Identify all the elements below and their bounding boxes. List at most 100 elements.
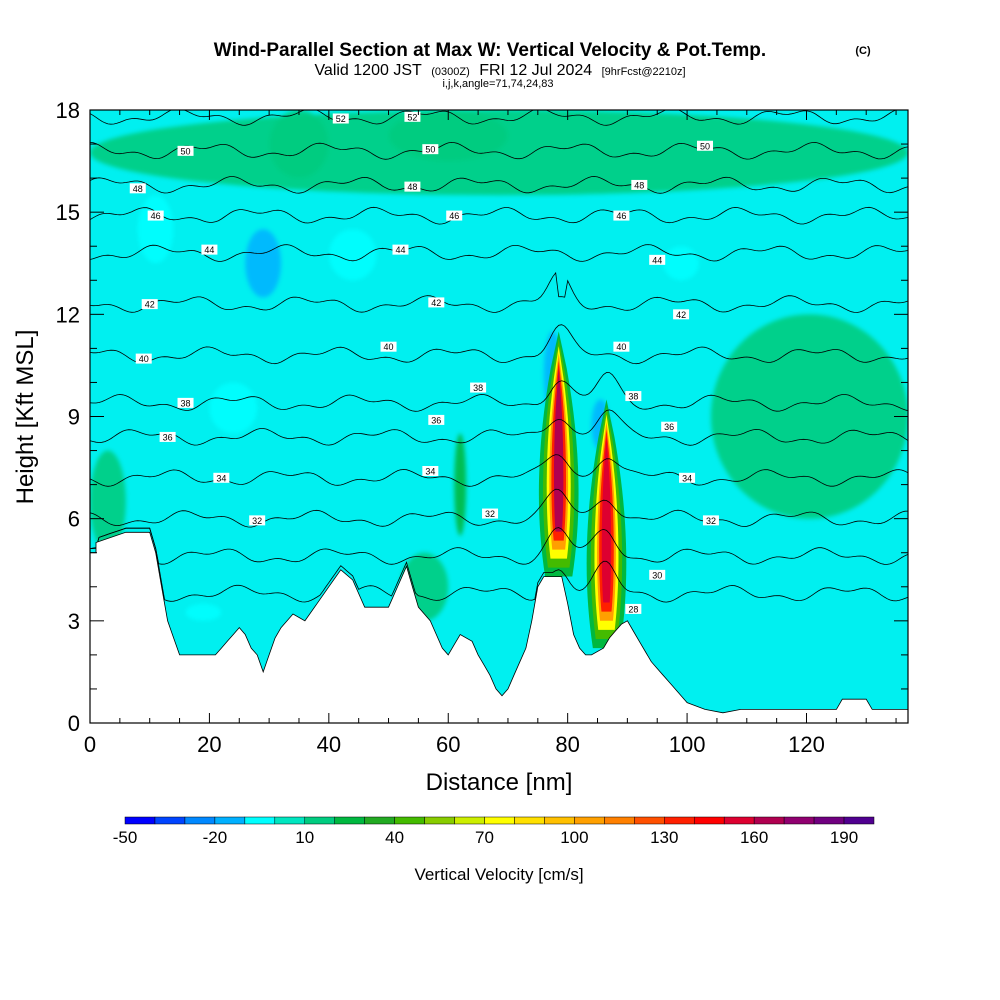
- contour-label-extra-3-text: 48: [407, 182, 417, 192]
- contour-label-extra-13-text: 38: [473, 383, 483, 393]
- upward-region-0: [90, 450, 126, 553]
- colorbar-swatch-11: [454, 816, 485, 825]
- contour-label-42-text: 42: [145, 300, 155, 310]
- y-tick-label-15: 15: [56, 200, 80, 225]
- colorbar-swatch-10: [424, 816, 455, 825]
- colorbar-swatch-0: [124, 816, 156, 825]
- colorbar-swatch-6: [304, 816, 335, 825]
- contour-label-extra-5: 46: [446, 210, 463, 221]
- theta-contour-46: [90, 206, 908, 225]
- x-tick-label-120: 120: [788, 732, 825, 757]
- title-block: Wind-Parallel Section at Max W: Vertical…: [214, 40, 871, 90]
- contour-label-50-text: 50: [181, 146, 191, 156]
- chart-title-tag: (C): [855, 45, 871, 57]
- upward-region-3: [710, 314, 908, 519]
- colorbar-label-1: -20: [203, 828, 228, 847]
- contour-label-extra-20-text: 32: [706, 516, 716, 526]
- contour-label-28: 28: [625, 603, 642, 614]
- contour-label-44-text: 44: [204, 245, 214, 255]
- contour-label-extra-11: 40: [380, 341, 397, 352]
- contour-label-extra-16-text: 36: [664, 422, 674, 432]
- colorbar-label-3: 40: [385, 828, 404, 847]
- colorbar-swatch-15: [574, 816, 605, 825]
- contour-label-extra-16: 36: [661, 421, 678, 432]
- colorbar-label-2: 10: [295, 828, 314, 847]
- theta-contour-48: [90, 176, 908, 194]
- contour-label-extra-10-text: 42: [676, 310, 686, 320]
- theta-contour-30: [90, 527, 908, 565]
- contour-label-48: 48: [129, 183, 146, 194]
- contour-label-extra-15-text: 36: [431, 415, 441, 425]
- contour-label-42: 42: [141, 299, 158, 310]
- grid-indices: i,j,k,angle=71,74,24,83: [442, 78, 553, 90]
- downdraft-region-2: [137, 195, 174, 264]
- contour-label-38: 38: [177, 397, 194, 408]
- contour-label-extra-17-text: 34: [425, 466, 435, 476]
- upward-region-4: [454, 433, 467, 536]
- contour-label-48-text: 48: [133, 184, 143, 194]
- contour-label-extra-2: 50: [696, 140, 713, 151]
- colorbar-swatch-22: [783, 816, 815, 825]
- x-axis-label: Distance [nm]: [426, 769, 573, 796]
- colorbar-tick-labels: -50 -20 10 40 70 100 130 160 190: [113, 828, 859, 847]
- contour-label-extra-11-text: 40: [384, 342, 394, 352]
- x-tick-label-60: 60: [436, 732, 460, 757]
- forecast-tag: [9hrFcst@2210z]: [602, 66, 686, 78]
- colorbar-title: Vertical Velocity [cm/s]: [414, 865, 583, 884]
- theta-contour-52: [90, 110, 908, 126]
- x-tick-label-100: 100: [669, 732, 706, 757]
- downdraft-region-0: [245, 229, 282, 298]
- colorbar-swatch-21: [753, 816, 785, 825]
- contour-label-extra-9: 42: [428, 297, 445, 308]
- x-tick-label-40: 40: [317, 732, 341, 757]
- theta-contour-40: [90, 324, 908, 365]
- contour-label-36: 36: [159, 431, 176, 442]
- contour-label-30-text: 30: [652, 570, 662, 580]
- contour-label-40: 40: [135, 353, 152, 364]
- colorbar-swatch-24: [843, 816, 875, 825]
- theta-contour-labels: 28 30 32 34 36 38 40 42 44 46 48 50 52 52 50 50 48 48 46 46…: [129, 111, 719, 614]
- contour-label-34-text: 34: [216, 473, 226, 483]
- contour-label-extra-18-text: 34: [682, 473, 692, 483]
- y-tick-label-0: 0: [68, 711, 80, 736]
- contour-label-44: 44: [201, 244, 218, 255]
- colorbar-swatch-12: [484, 816, 515, 825]
- colorbar-label-8: 190: [830, 828, 858, 847]
- valid-prefix: Valid 1200 JST: [314, 62, 422, 79]
- contour-label-50: 50: [177, 145, 194, 156]
- contour-label-extra-20: 32: [702, 515, 719, 526]
- contour-label-32: 32: [249, 515, 266, 526]
- contour-label-28-text: 28: [628, 604, 638, 614]
- contour-label-40-text: 40: [139, 354, 149, 364]
- contour-label-extra-4-text: 48: [634, 180, 644, 190]
- contour-label-32-text: 32: [252, 516, 262, 526]
- colorbar-swatch-7: [334, 816, 365, 825]
- contour-label-extra-7: 44: [392, 244, 409, 255]
- colorbar-swatch-19: [693, 816, 725, 825]
- contour-label-extra-3: 48: [404, 181, 421, 192]
- theta-contour-32: [90, 488, 908, 528]
- colorbar-swatch-17: [634, 816, 665, 825]
- contour-label-38-text: 38: [181, 398, 191, 408]
- colorbar: [124, 816, 875, 825]
- downdraft-region-3: [209, 382, 258, 434]
- contour-label-extra-4: 48: [631, 179, 648, 190]
- contour-label-extra-0-text: 52: [407, 112, 417, 122]
- contour-label-46-text: 46: [151, 211, 161, 221]
- contour-label-extra-17: 34: [422, 465, 439, 476]
- x-axis-ticks: 0 20 40 60 80 100 120: [84, 110, 897, 757]
- contour-label-extra-0: 52: [404, 111, 421, 122]
- colorbar-swatch-9: [394, 816, 425, 825]
- y-tick-label-9: 9: [68, 405, 80, 430]
- contour-label-extra-13: 38: [470, 382, 487, 393]
- colorbar-swatch-8: [364, 816, 395, 825]
- colorbar-swatch-14: [544, 816, 575, 825]
- contour-label-30: 30: [649, 569, 666, 580]
- contour-label-extra-14-text: 38: [628, 392, 638, 402]
- x-tick-label-20: 20: [197, 732, 221, 757]
- y-tick-label-12: 12: [56, 302, 80, 327]
- x-tick-label-0: 0: [84, 732, 96, 757]
- theta-contour-50: [90, 141, 908, 160]
